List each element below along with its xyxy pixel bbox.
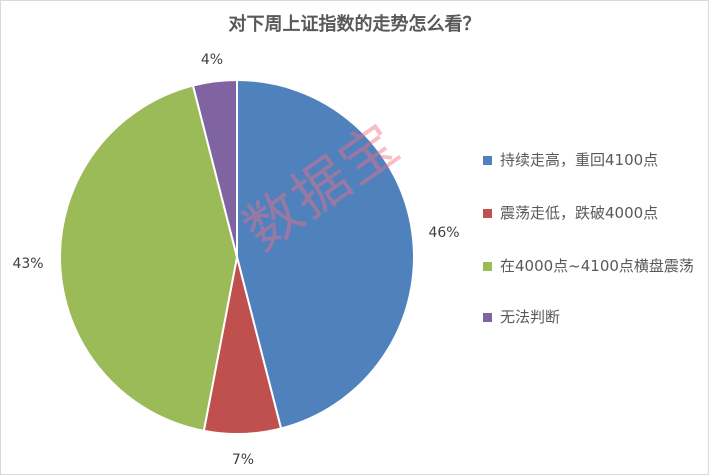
- pie-slice: [191, 78, 238, 258]
- legend-label: 无法判断: [500, 308, 561, 326]
- data-label: 7%: [232, 452, 254, 468]
- legend-swatch: [483, 262, 492, 271]
- data-label: 4%: [201, 52, 223, 68]
- legend-label: 震荡走低，跌破4000点: [500, 204, 659, 222]
- data-label: 46%: [428, 225, 459, 241]
- pie-slice: [236, 78, 415, 430]
- legend-label: 在4000点~4100点横盘震荡: [500, 257, 694, 275]
- data-label: 43%: [12, 256, 43, 272]
- legend-item: 无法判断: [483, 307, 705, 328]
- chart-title: 对下周上证指数的走势怎么看？: [228, 14, 481, 35]
- legend-item: 震荡走低，跌破4000点: [483, 203, 705, 224]
- pie-slice: [59, 84, 239, 433]
- legend-label: 持续走高，重回4100点: [500, 151, 659, 169]
- legend-swatch: [483, 209, 492, 218]
- legend-item: 持续走高，重回4100点: [483, 150, 705, 171]
- legend-swatch: [483, 313, 492, 322]
- legend-item: 在4000点~4100点横盘震荡: [483, 256, 705, 277]
- legend-swatch: [483, 156, 492, 165]
